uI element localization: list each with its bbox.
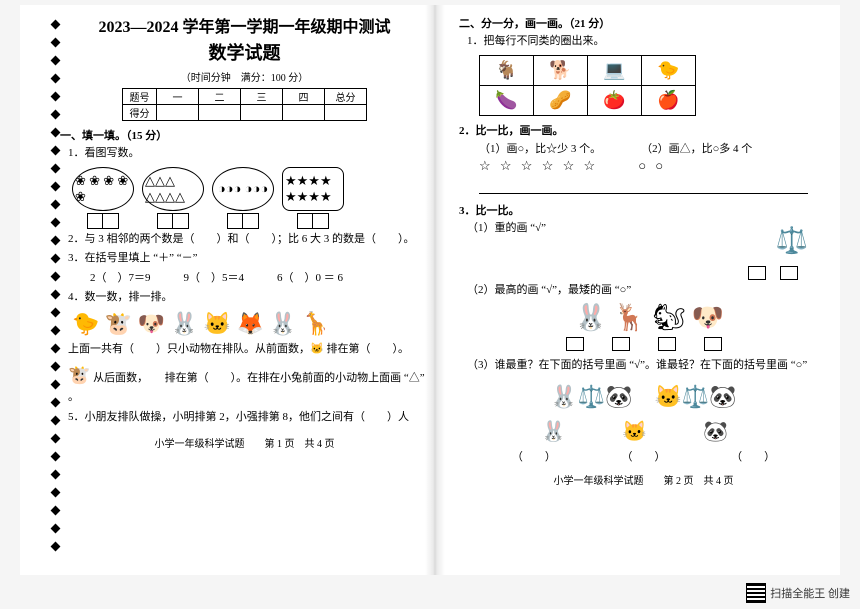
answer-grid (142, 213, 204, 229)
animal-choice-row: 🐰 🐱 🐼 (471, 415, 816, 444)
tall-boxes (459, 337, 828, 351)
stars-row: ☆ ☆ ☆ ☆ ☆ ☆ (479, 158, 598, 174)
q3-sub3: （3）谁最重？在下面的括号里画 “√”。谁最轻？在下面的括号里画 “○” (467, 357, 828, 375)
balance-scale-icon: ⚖️ (776, 220, 808, 262)
count-group: ❀ ❀ ❀ ❀ ❀ (72, 167, 134, 229)
question-4: 4．数一数，排一排。 (68, 289, 429, 307)
compare-symbols: ☆ ☆ ☆ ☆ ☆ ☆ ○ ○ (479, 158, 828, 174)
scan-watermark: 扫描全能王 创建 (746, 583, 850, 603)
question-3: 3．在括号里填上 “＋” “－” (68, 250, 429, 268)
watermark-text: 扫描全能王 创建 (770, 585, 850, 601)
score-cell (157, 105, 199, 121)
oval-triangles-icon: △△△ △△△△ (142, 167, 204, 211)
question-4-line2: 🐮 从后面数， 排在第（ ）。在排在小兔前面的小动物上面画 “△” 。 (68, 361, 429, 407)
count-group: ◑◑◑ ◑◑◑ (212, 167, 274, 229)
main-title: 2023—2024 学年第一学期一年级期中测试 (60, 13, 429, 37)
page-footer-right: 小学一年级科学试题 第 2 页 共 4 页 (459, 472, 828, 487)
question-5: 5．小朋友排队做操，小明排第 2，小强排第 8，他们之间有（ ）人 (68, 409, 429, 427)
pic-eggplant-icon: 🍆 (480, 85, 534, 115)
paren: （ ） (731, 448, 775, 464)
page-left: 2023—2024 学年第一学期一年级期中测试 数学试题 （时间分钟 满分：10… (20, 5, 441, 575)
score-header: 总分 (325, 89, 367, 105)
answer-grid (212, 213, 274, 229)
answer-grid (72, 213, 134, 229)
check-box (704, 337, 722, 351)
check-box (612, 337, 630, 351)
animals-queue: 🐤 🐮 🐶 🐰 🐱 🦊 🐰 🦒 (72, 311, 429, 337)
question-2: 2．与 3 相邻的两个数是（ ）和（ ）；比 6 大 3 的数是（ ）。 (68, 231, 429, 249)
pic-tomato-icon: 🍅 (588, 85, 642, 115)
q3-sub2: （2）最高的画 “√”，最矮的画 “○” (467, 282, 828, 300)
check-box (566, 337, 584, 351)
score-header: 题号 (123, 89, 157, 105)
answer-grid (282, 213, 344, 229)
section-1-heading: 一、填一填。（15 分） (60, 127, 429, 143)
compare-weight-row: （1）重的画 “√” ⚖️ (467, 220, 828, 262)
check-box (658, 337, 676, 351)
count-group: △△△ △△△△ (142, 167, 204, 229)
score-label: 得分 (123, 105, 157, 121)
page-footer-left: 小学一年级科学试题 第 1 页 共 4 页 (60, 435, 429, 450)
cow-icon: 🐮 (68, 365, 90, 385)
balance-boxes (459, 263, 828, 279)
pic-peanut-icon: 🥜 (534, 85, 588, 115)
compare-row: （1）画○，比☆少 3 个。 （2）画△，比○多 4 个 (479, 140, 828, 156)
pic-computer-icon: 💻 (588, 55, 642, 85)
oval-flowers-icon: ❀ ❀ ❀ ❀ ❀ (72, 167, 134, 211)
count-figures-row: ❀ ❀ ❀ ❀ ❀ △△△ △△△△ ◑◑◑ ◑◑◑ ★★★★ ★★★★ (72, 167, 429, 229)
qr-icon (746, 583, 766, 603)
question-r3: 3．比一比。 (459, 202, 828, 218)
question-3-equations: 2（ ）7＝9 9（ ）5＝4 6（ ）0 ＝ 6 (90, 270, 429, 288)
question-4-line1: 上面一共有（ ）只小动物在排队。从前面数，🐱 排在第（ ）。 (68, 341, 429, 359)
score-cell (199, 105, 241, 121)
pic-apple-icon: 🍎 (642, 85, 696, 115)
box-stars-icon: ★★★★ ★★★★ (282, 167, 344, 211)
score-header: 一 (157, 89, 199, 105)
paren: （ ） (621, 448, 665, 464)
classify-table: 🐐 🐕 💻 🐤 🍆 🥜 🍅 🍎 (479, 55, 696, 116)
check-box (748, 266, 766, 280)
compare-sub2: （2）画△，比○多 4 个 (641, 140, 752, 156)
section-2-heading: 二、分一分，画一画。（21 分） (459, 15, 828, 31)
question-r1: 1．把每行不同类的圈出来。 (467, 33, 828, 51)
oval-circles-icon: ◑◑◑ ◑◑◑ (212, 167, 274, 211)
score-header: 三 (241, 89, 283, 105)
tall-animals-row: 🐰 🦌 🐿 🐶 (471, 303, 828, 333)
sub-title: 数学试题 (60, 39, 429, 65)
page-right: 二、分一分，画一画。（21 分） 1．把每行不同类的圈出来。 🐐 🐕 💻 🐤 🍆… (441, 5, 840, 575)
score-cell (325, 105, 367, 121)
score-header: 二 (199, 89, 241, 105)
pic-goat-icon: 🐐 (480, 55, 534, 85)
pic-dog-icon: 🐕 (534, 55, 588, 85)
compare-sub1: （1）画○，比☆少 3 个。 (479, 140, 601, 156)
paren-row: （ ） （ ） （ ） (479, 448, 808, 464)
answer-line (479, 180, 808, 194)
paren: （ ） (512, 448, 556, 464)
pic-chick-icon: 🐤 (642, 55, 696, 85)
question-r2: 2．比一比，画一画。 (459, 122, 828, 138)
score-cell (241, 105, 283, 121)
question-1: 1．看图写数。 (68, 145, 429, 163)
count-group: ★★★★ ★★★★ (282, 167, 344, 229)
score-table: 题号 一 二 三 四 总分 得分 (122, 88, 367, 121)
time-line: （时间分钟 满分：100 分） (60, 69, 429, 84)
check-box (780, 266, 798, 280)
score-header: 四 (283, 89, 325, 105)
question-4-line2-text: 从后面数， 排在第（ ）。在排在小兔前面的小动物上面画 “△” 。 (68, 372, 425, 404)
q3-sub1: （1）重的画 “√” (467, 220, 546, 262)
circles-row: ○ ○ (638, 158, 666, 174)
score-cell (283, 105, 325, 121)
seesaw-row: 🐰⚖️🐼 🐱⚖️🐼 (471, 379, 816, 411)
